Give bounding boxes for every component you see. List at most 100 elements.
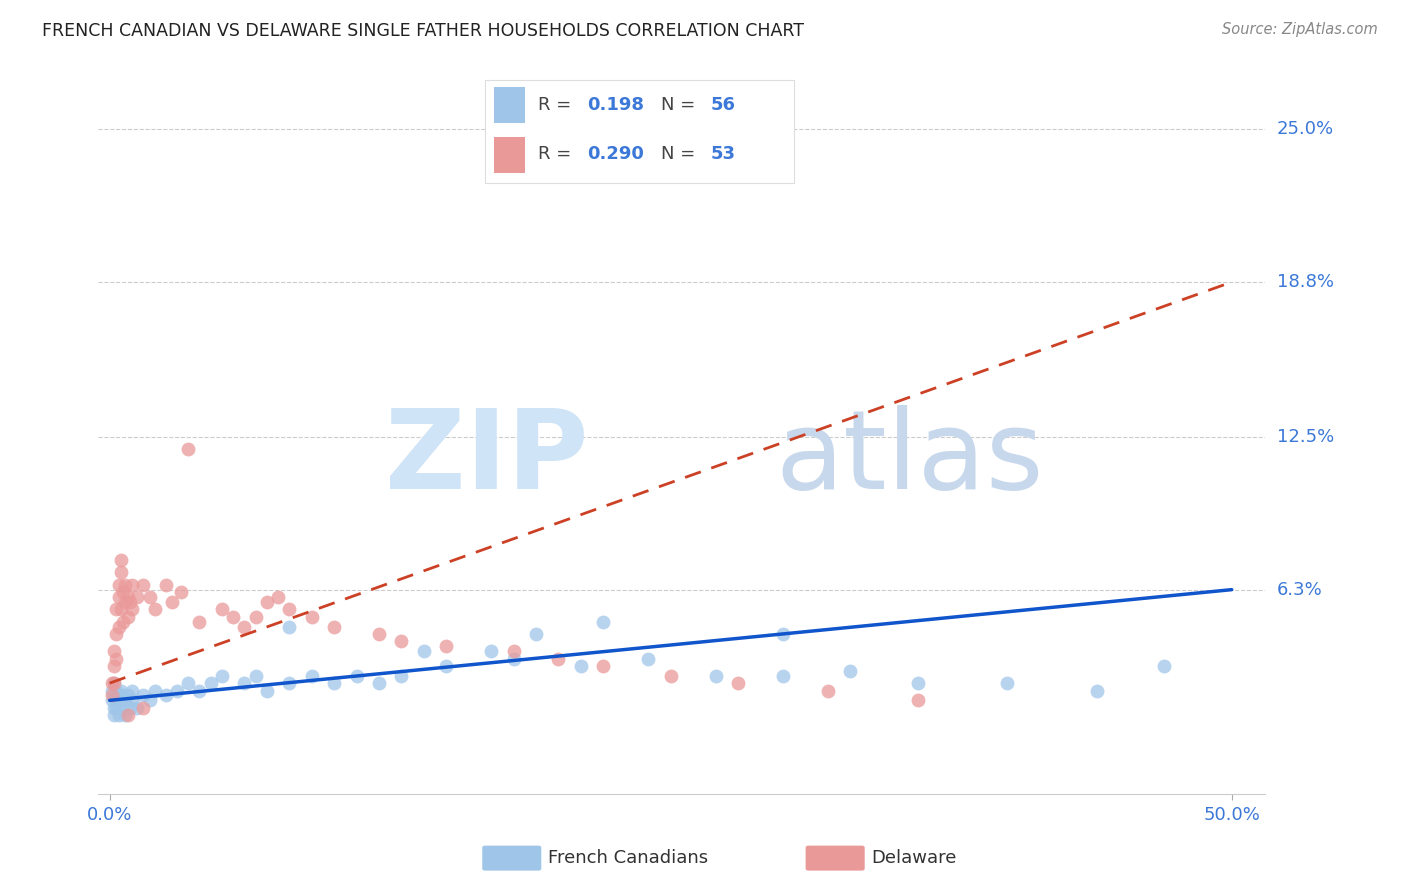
Text: 0.198: 0.198 (588, 96, 644, 114)
Text: French Canadians: French Canadians (548, 849, 709, 867)
Point (143, 683, 166, 698)
Point (502, 644, 524, 658)
Text: 25.0%: 25.0% (1277, 120, 1334, 138)
Point (101, 689, 124, 703)
Point (278, 676, 301, 690)
Point (121, 578, 143, 592)
Text: Delaware: Delaware (872, 849, 957, 867)
Point (233, 619, 256, 633)
Point (188, 615, 211, 629)
Point (103, 708, 125, 723)
Point (121, 683, 143, 698)
Point (200, 676, 222, 690)
Point (659, 669, 682, 683)
Text: ZIP: ZIP (385, 405, 589, 512)
Point (112, 700, 135, 714)
Point (103, 659, 125, 673)
Point (110, 566, 132, 580)
Point (114, 693, 136, 707)
Point (524, 627, 547, 641)
Text: 6.3%: 6.3% (1277, 581, 1322, 599)
Text: 0.290: 0.290 (588, 145, 644, 163)
Point (772, 627, 794, 641)
Bar (495, 136, 526, 173)
Point (101, 676, 124, 690)
Point (278, 619, 301, 633)
Point (301, 609, 323, 624)
FancyBboxPatch shape (482, 846, 541, 871)
Point (772, 669, 794, 683)
Point (105, 627, 128, 641)
Point (112, 689, 135, 703)
Point (110, 683, 132, 698)
Point (110, 693, 132, 707)
Point (278, 602, 301, 616)
Point (121, 693, 143, 707)
Point (188, 683, 211, 698)
Point (118, 700, 141, 714)
Point (907, 693, 929, 707)
Text: N =: N = (661, 145, 702, 163)
Point (110, 553, 132, 567)
Text: 12.5%: 12.5% (1277, 428, 1334, 446)
Point (105, 700, 128, 714)
Point (547, 651, 569, 665)
Point (107, 619, 129, 633)
Point (117, 689, 139, 703)
Text: 56: 56 (711, 96, 735, 114)
Point (139, 590, 162, 604)
Point (502, 651, 524, 665)
Point (101, 683, 124, 698)
Point (434, 639, 457, 653)
Point (155, 689, 177, 703)
Point (125, 700, 148, 714)
Point (155, 578, 177, 592)
Point (211, 669, 233, 683)
Point (162, 595, 184, 609)
Point (103, 676, 125, 690)
Point (125, 590, 148, 604)
Point (368, 676, 391, 690)
Point (166, 683, 188, 698)
Point (817, 683, 839, 698)
Point (114, 595, 136, 609)
Point (245, 609, 267, 624)
Point (412, 644, 434, 658)
Text: 53: 53 (711, 145, 735, 163)
Text: N =: N = (661, 96, 702, 114)
Point (323, 619, 346, 633)
Point (177, 676, 200, 690)
Point (117, 708, 139, 723)
Point (107, 689, 129, 703)
Point (1153, 659, 1175, 673)
Point (368, 627, 391, 641)
Point (107, 708, 129, 723)
Text: R =: R = (537, 145, 576, 163)
Point (704, 669, 727, 683)
Point (114, 578, 136, 592)
Point (107, 590, 129, 604)
Text: Source: ZipAtlas.com: Source: ZipAtlas.com (1222, 22, 1378, 37)
Point (107, 578, 129, 592)
Text: R =: R = (537, 96, 576, 114)
Text: 18.8%: 18.8% (1277, 273, 1333, 291)
Point (222, 609, 245, 624)
Point (117, 590, 139, 604)
Point (1085, 683, 1108, 698)
Bar (495, 87, 526, 123)
Point (112, 585, 135, 599)
Point (117, 609, 139, 624)
Point (170, 585, 193, 599)
Point (323, 676, 346, 690)
Point (389, 669, 412, 683)
Point (256, 595, 278, 609)
Point (103, 700, 125, 714)
Point (434, 659, 457, 673)
Point (132, 578, 155, 592)
Point (103, 644, 125, 658)
Point (267, 590, 290, 604)
Point (112, 615, 135, 629)
Point (177, 442, 200, 457)
Point (301, 669, 323, 683)
Point (592, 615, 614, 629)
